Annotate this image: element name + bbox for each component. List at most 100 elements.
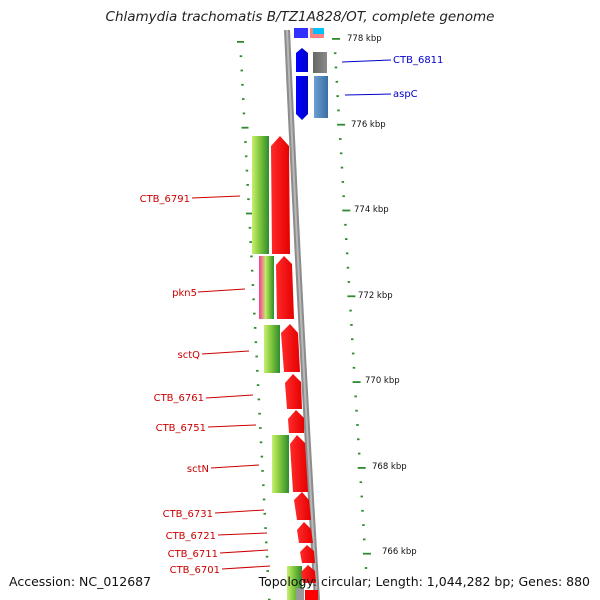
gc-tick — [262, 484, 265, 487]
green-feature-pkn5 — [265, 256, 274, 319]
gene-aspc-arrow — [296, 76, 308, 120]
scale-tick — [332, 38, 340, 40]
gene-ctb-6731-arrow — [294, 492, 311, 520]
scale-tick — [339, 152, 343, 155]
scale-tick — [346, 266, 350, 269]
gene-label-pkn5: pkn5 — [172, 288, 197, 299]
scale-tick — [336, 95, 339, 97]
scale-tick — [334, 66, 338, 69]
forward-strand-genes — [271, 136, 318, 600]
scale-tick — [355, 409, 358, 412]
gc-tick — [262, 498, 266, 501]
scale-tick — [345, 252, 349, 255]
gene-bottom-red — [305, 590, 318, 600]
gc-tick — [247, 198, 250, 201]
scale-tick — [342, 195, 345, 198]
green-feature-sctn — [272, 435, 289, 493]
gc-tick — [266, 570, 269, 572]
gc-tick — [265, 541, 268, 544]
gc-tick — [264, 527, 267, 529]
green-feature-sctq — [264, 325, 280, 373]
gc-tick — [250, 269, 254, 272]
gene-ctb-6791-arrow — [271, 136, 290, 254]
gc-tick — [246, 184, 249, 186]
gene-label-ctb-6731: CTB_6731 — [163, 509, 213, 520]
scale-tick — [362, 552, 371, 555]
gene-label-ctb-6711: CTB_6711 — [168, 549, 218, 560]
gene-ctb-6761-arrow — [285, 374, 302, 409]
gc-tick — [244, 155, 248, 158]
scale-tick — [351, 338, 354, 341]
gc-tick — [257, 398, 261, 401]
scale-tick — [345, 238, 348, 240]
gene-label-ctb-6701: CTB_6701 — [170, 565, 220, 576]
gc-tick — [241, 83, 244, 86]
scale-labels: 778 kbp 776 kbp 774 kbp 772 kbp 770 kbp … — [347, 34, 417, 557]
gc-tick — [260, 455, 264, 458]
gc-tick — [248, 226, 252, 229]
scale-tick — [349, 309, 352, 312]
scale-tick — [351, 352, 355, 355]
gene-ctb-6721-arrow — [297, 522, 313, 543]
gene-labels-left: CTB_6791 pkn5 sctQ CTB_6761 CTB_6751 sct… — [140, 194, 271, 576]
green-feature-pkn5-pink — [259, 256, 266, 319]
gene-pkn5-arrow — [276, 256, 294, 319]
scale-tick — [340, 166, 344, 169]
gc-tick — [255, 355, 258, 358]
scale-tick — [352, 366, 356, 369]
gc-tick — [263, 512, 266, 515]
gc-tick — [256, 369, 259, 372]
scale-tick — [354, 395, 357, 398]
gc-tick — [252, 298, 255, 301]
scale-label-770: 770 kbp — [365, 376, 400, 386]
scale-tick — [361, 509, 364, 512]
gene-label-ctb-6761: CTB_6761 — [154, 393, 204, 404]
gene-label-sctq: sctQ — [178, 350, 201, 361]
gc-tick — [245, 212, 253, 215]
scale-tick — [362, 524, 365, 526]
scale-tick — [357, 438, 360, 441]
gc-tick — [268, 598, 271, 600]
scale-tick — [357, 452, 361, 455]
scale-tick — [350, 324, 353, 326]
gc-tick — [261, 470, 264, 472]
scale-tick — [356, 424, 359, 426]
gene-ctb-6811-arrow — [296, 48, 308, 72]
scale-tick — [342, 209, 351, 212]
gene-sctn-arrow — [290, 435, 308, 492]
gene-label-sctn: sctN — [187, 464, 209, 475]
genome-summary-text: Topology: circular; Length: 1,044,282 bp… — [258, 574, 590, 589]
gc-tick — [239, 55, 243, 58]
gc-tick — [240, 69, 243, 72]
gc-tick — [251, 284, 255, 286]
gene-label-ctb-6721: CTB_6721 — [166, 531, 216, 542]
scale-ticks — [332, 38, 371, 569]
reverse-strand-genes — [296, 48, 328, 120]
gc-tick — [267, 584, 270, 587]
gene-ctb-6701-arrow — [301, 565, 316, 583]
scale-label-768: 768 kbp — [372, 462, 407, 472]
gc-tick — [242, 98, 245, 100]
gc-tick — [237, 41, 244, 43]
gc-tick — [249, 241, 252, 243]
scale-tick — [347, 281, 351, 283]
gene-ctb-6811-alt — [313, 52, 327, 73]
gc-tick — [250, 255, 253, 258]
scale-tick — [337, 123, 346, 126]
gc-tick — [258, 412, 261, 415]
gc-tick — [256, 384, 260, 386]
gene-aspc-alt — [314, 76, 328, 118]
scale-label-778: 778 kbp — [347, 34, 382, 44]
gc-tick — [253, 312, 256, 315]
gc-tick — [254, 341, 258, 344]
scale-tick — [335, 80, 339, 83]
gc-tick — [245, 169, 249, 172]
scale-tick — [344, 223, 347, 226]
scale-tick — [363, 538, 366, 541]
gc-tick — [244, 141, 247, 143]
green-features — [252, 136, 302, 600]
gc-tick — [259, 427, 262, 429]
scale-tick — [341, 181, 345, 183]
genome-title: Chlamydia trachomatis B/TZ1A828/OT, comp… — [105, 9, 495, 25]
scale-label-772: 772 kbp — [358, 291, 393, 301]
